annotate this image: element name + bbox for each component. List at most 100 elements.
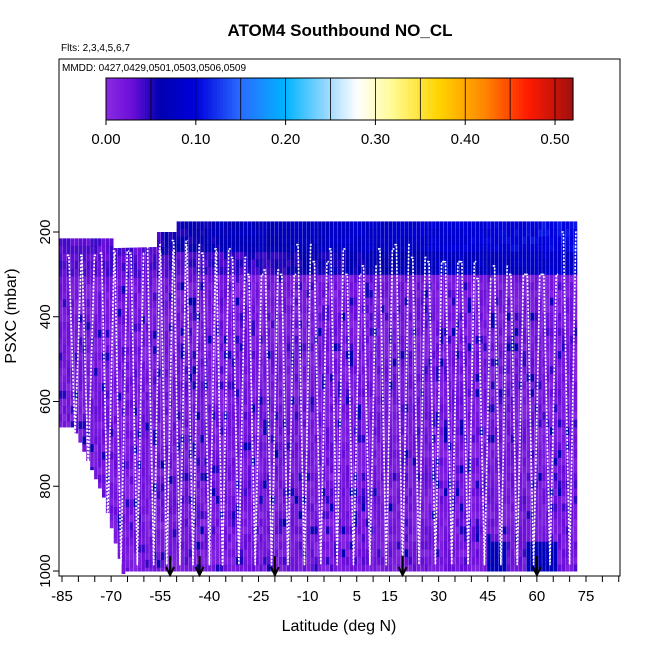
heatmap-cell — [196, 557, 200, 566]
heatmap-cell — [231, 480, 236, 489]
heatmap-cell — [388, 511, 393, 520]
heatmap-cell — [200, 267, 204, 276]
heatmap-cell — [137, 514, 142, 523]
heatmap-cell — [168, 247, 173, 256]
heatmap-cell — [259, 312, 263, 322]
heatmap-cell — [227, 473, 232, 482]
heatmap-cell — [400, 457, 405, 466]
heatmap-cell — [361, 343, 366, 352]
heatmap-cell — [59, 390, 63, 400]
heatmap-cell — [192, 297, 197, 306]
colorbar-segment — [489, 78, 493, 120]
heatmap-cell — [467, 465, 472, 474]
heatmap-cell — [388, 564, 393, 572]
heatmap-cell — [322, 518, 326, 528]
heatmap-cell — [447, 312, 452, 322]
heatmap-cell — [298, 518, 303, 528]
heatmap-cell — [113, 522, 118, 531]
colorbar-segment — [297, 78, 302, 120]
heatmap-cell — [212, 457, 216, 466]
heatmap-cell — [369, 564, 373, 572]
heatmap-cell — [141, 445, 145, 454]
heatmap-cell — [310, 389, 314, 398]
heatmap-cell — [353, 434, 358, 444]
heatmap-cell — [129, 430, 134, 439]
heatmap-cell — [318, 480, 322, 489]
heatmap-cell — [153, 391, 157, 401]
heatmap-cell — [353, 541, 358, 550]
heatmap-cell — [400, 259, 405, 268]
heatmap-cell — [310, 511, 314, 520]
heatmap-cell — [184, 290, 189, 299]
heatmap-cell — [337, 511, 342, 520]
heatmap-cell — [121, 545, 126, 554]
heatmap-cell — [349, 427, 354, 436]
heatmap-cell — [282, 274, 287, 283]
heatmap-cell — [314, 480, 318, 489]
heatmap-cell — [436, 534, 440, 543]
heatmap-cell — [487, 274, 491, 283]
heatmap-cell — [439, 312, 444, 322]
heatmap-cell — [200, 534, 204, 543]
colorbar-segment — [321, 78, 326, 120]
colorbar-segment — [144, 78, 149, 120]
colorbar-segment — [285, 78, 290, 120]
heatmap-cell — [263, 290, 267, 299]
heatmap-cell — [239, 351, 244, 360]
heatmap-cell — [388, 396, 393, 405]
heatmap-cell — [380, 480, 385, 489]
heatmap-cell — [149, 567, 153, 572]
heatmap-cell — [322, 457, 326, 466]
heatmap-cell — [392, 343, 397, 352]
heatmap-cell — [467, 442, 472, 451]
heatmap-cell — [192, 366, 197, 375]
heatmap-cell — [345, 366, 350, 375]
heatmap-cell — [369, 412, 373, 421]
heatmap-cell — [447, 496, 452, 505]
heatmap-cell — [487, 297, 491, 306]
heatmap-cell — [117, 545, 122, 554]
heatmap-cell — [231, 541, 236, 550]
heatmap-cell — [322, 480, 326, 489]
heatmap-cell — [278, 244, 283, 253]
heatmap-cell — [212, 251, 216, 261]
heatmap-cell — [105, 375, 110, 384]
heatmap-cell — [471, 404, 476, 413]
heatmap-cell — [404, 290, 409, 299]
heatmap-cell — [325, 450, 330, 459]
heatmap-cell — [322, 366, 326, 375]
heatmap-cell — [318, 434, 322, 444]
heatmap-cell — [137, 293, 142, 302]
heatmap-cell — [192, 473, 197, 482]
heatmap-cell — [286, 450, 291, 459]
heatmap-cell — [290, 549, 295, 558]
heatmap-cell — [62, 375, 67, 384]
heatmap-cell — [117, 400, 122, 409]
heatmap-cell — [467, 381, 472, 390]
heatmap-cell — [192, 412, 197, 421]
heatmap-cell — [373, 488, 377, 497]
heatmap-cell — [459, 358, 464, 367]
heatmap-cell — [82, 375, 87, 384]
heatmap-cell — [219, 526, 224, 535]
heatmap-cell — [365, 335, 369, 344]
colorbar-segment — [372, 78, 377, 120]
heatmap-cell — [263, 564, 267, 572]
heatmap-cell — [392, 236, 397, 245]
heatmap-cell — [219, 457, 224, 466]
heatmap-cell — [424, 358, 428, 367]
heatmap-cell — [274, 221, 279, 230]
colorbar-segment — [333, 78, 338, 120]
heatmap-cell — [251, 290, 255, 299]
heatmap-cell — [294, 389, 299, 398]
heatmap-cell — [471, 549, 476, 558]
heatmap-cell — [475, 221, 480, 230]
heatmap-cell — [439, 465, 444, 474]
heatmap-cell — [125, 301, 130, 310]
heatmap-cell — [325, 419, 330, 428]
heatmap-cell — [78, 352, 83, 361]
heatmap-cell — [94, 383, 98, 392]
heatmap-cell — [400, 267, 405, 276]
heatmap-cell — [337, 358, 342, 367]
heatmap-cell — [235, 259, 240, 268]
